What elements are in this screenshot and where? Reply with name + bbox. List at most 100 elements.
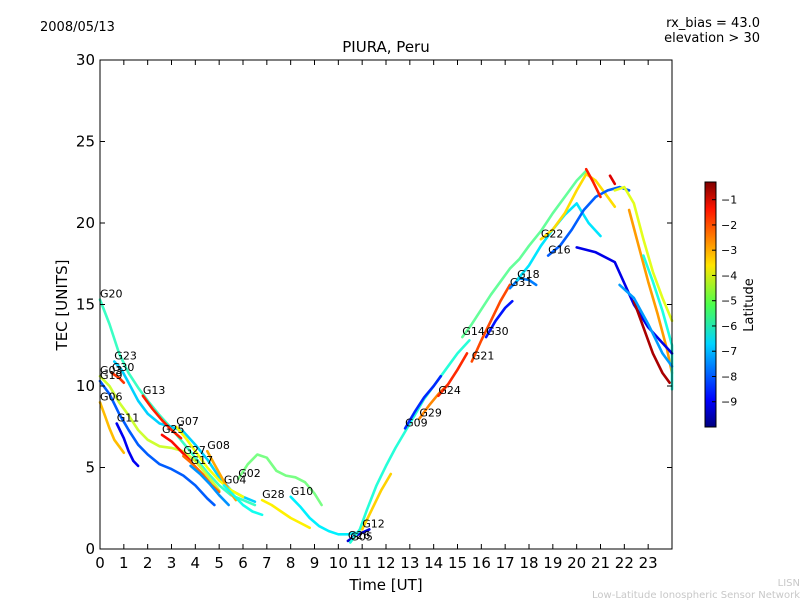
colorbar-tick-label-5: −5 [721, 295, 737, 308]
x-tick-label-6: 6 [238, 554, 248, 572]
series-trace-g14-24 [460, 169, 588, 339]
x-tick-label-13: 13 [400, 554, 419, 572]
series-trace-g05-18 [348, 339, 471, 544]
series-trace-g11-6 [115, 422, 140, 468]
satellite-label-g08-12: G08 [207, 439, 230, 452]
satellite-label-g30-4: G30 [112, 361, 135, 374]
rx-bias-label: rx_bias = 43.0 [666, 16, 760, 31]
colorbar-tick-label-9: −9 [721, 396, 737, 409]
series-trace-g30-4 [110, 371, 126, 385]
x-tick-label-11: 11 [353, 554, 372, 572]
x-tick-label-21: 21 [591, 554, 610, 572]
satellite-label-g06-5: G06 [100, 390, 123, 403]
series-trace-unlabeled-31 [608, 174, 617, 186]
x-axis-ticks: 0 1 2 3 4 5 6 7 8 9 10 11 12 13 14 15 16 17 18 19 20 21 22 23 [95, 60, 658, 572]
x-tick-label-14: 14 [424, 554, 443, 572]
colorbar-tick-label-8: −8 [721, 370, 737, 383]
series-trace-g26-17 [346, 528, 371, 543]
x-tick-label-17: 17 [496, 554, 515, 572]
y-tick-label-5: 5 [85, 459, 95, 477]
satellite-label-g31-26: G31 [510, 276, 533, 289]
y-tick-label-10: 10 [76, 377, 95, 395]
series-trace-unlabeled-30 [584, 167, 602, 199]
y-tick-label-0: 0 [85, 540, 95, 558]
y-tick-label-20: 20 [76, 214, 95, 232]
satellite-label-g29-21: G29 [419, 407, 442, 420]
series-trace-unlabeled-32 [613, 185, 674, 323]
chart-title: PIURA, Peru [342, 38, 429, 56]
colorbar-ticks: −1 −2 −3 −4 −5 −6 −7 −8 −9 [712, 194, 737, 409]
series-trace-g04-13 [222, 484, 264, 517]
x-tick-label-10: 10 [329, 554, 348, 572]
satellite-label-g24-22: G24 [438, 384, 461, 397]
satellite-label-g04-13: G04 [224, 473, 247, 486]
satellite-label-g21-23: G21 [472, 350, 495, 363]
satellite-label-g22-28: G22 [541, 227, 564, 240]
colorbar-tick-label-7: −7 [721, 345, 737, 358]
footer-lisn: LISN [778, 578, 800, 589]
y-axis-ticks: 0 5 10 15 20 25 30 [76, 51, 672, 558]
series-trace-g17-11 [189, 464, 230, 507]
series-trace-g12-19 [360, 472, 393, 531]
x-axis-label: Time [UT] [348, 576, 422, 594]
x-tick-label-22: 22 [615, 554, 634, 572]
satellite-label-g09-20: G09 [405, 416, 428, 429]
satellite-label-g12-19: G12 [362, 517, 385, 530]
date-label: 2008/05/13 [40, 20, 115, 35]
y-axis-label: TEC [UNITS] [53, 260, 71, 352]
satellite-label-g11-6: G11 [117, 412, 140, 425]
x-tick-label-4: 4 [191, 554, 201, 572]
satellite-labels: G20G03G23G19G30G06G11G13G25G07G27G17G08G… [100, 227, 571, 543]
satellite-label-g05-18: G05 [350, 531, 373, 544]
series-trace-g13-7 [141, 394, 183, 440]
satellite-label-g14-24: G14 [462, 325, 485, 338]
series-trace-unlabeled-36 [632, 299, 671, 385]
series-trace-g25-8 [160, 433, 192, 463]
satellite-label-g20-0: G20 [100, 288, 123, 301]
series-trace-g06-5 [98, 400, 126, 455]
x-tick-label-19: 19 [543, 554, 562, 572]
colorbar-tick-label-3: −3 [721, 244, 737, 257]
x-tick-label-16: 16 [472, 554, 491, 572]
series-trace-unlabeled-33 [627, 208, 674, 375]
satellite-label-g13-7: G13 [143, 384, 166, 397]
x-tick-label-15: 15 [448, 554, 467, 572]
plot-area: G20G03G23G19G30G06G11G13G25G07G27G17G08G… [76, 51, 674, 572]
series-trace-g31-26 [508, 277, 538, 290]
series-trace-g21-23 [470, 283, 512, 363]
plot-frame [100, 60, 672, 549]
elevation-label: elevation > 30 [664, 31, 760, 46]
colorbar-tick-label-1: −1 [721, 194, 737, 207]
colorbar-tick-label-6: −6 [721, 320, 737, 333]
series-trace-g02-14 [236, 453, 323, 507]
satellite-label-g17-11: G17 [191, 454, 214, 467]
colorbar-tick-label-2: −2 [721, 219, 737, 232]
series-trace-g28-15 [260, 498, 312, 530]
x-tick-label-0: 0 [95, 554, 105, 572]
x-tick-label-23: 23 [639, 554, 658, 572]
x-tick-label-8: 8 [286, 554, 296, 572]
series-trace-g09-20 [403, 374, 443, 430]
x-tick-label-12: 12 [376, 554, 395, 572]
series-trace-g19-3 [98, 379, 216, 507]
series-trace-g03-1 [98, 374, 221, 492]
colorbar: −1 −2 −3 −4 −5 −6 −7 −8 −9 Latitude [704, 181, 757, 428]
colorbar-label: Latitude [742, 278, 757, 332]
x-tick-label-18: 18 [519, 554, 538, 572]
x-tick-label-2: 2 [143, 554, 153, 572]
satellite-label-g30-25: G30 [486, 325, 509, 338]
x-tick-label-5: 5 [214, 554, 224, 572]
satellite-label-g07-9: G07 [176, 415, 199, 428]
satellite-label-g16-29: G16 [548, 244, 571, 257]
satellite-label-g19-3: G19 [100, 369, 123, 382]
x-tick-label-20: 20 [567, 554, 586, 572]
satellite-label-g23-2: G23 [114, 350, 137, 363]
satellite-label-g25-8: G25 [162, 423, 185, 436]
x-tick-label-7: 7 [262, 554, 272, 572]
y-tick-label-30: 30 [76, 51, 95, 69]
y-tick-label-15: 15 [76, 296, 95, 314]
satellite-label-g28-15: G28 [262, 488, 285, 501]
series-layer [98, 167, 674, 544]
satellite-label-g26-17: G26 [348, 529, 371, 542]
